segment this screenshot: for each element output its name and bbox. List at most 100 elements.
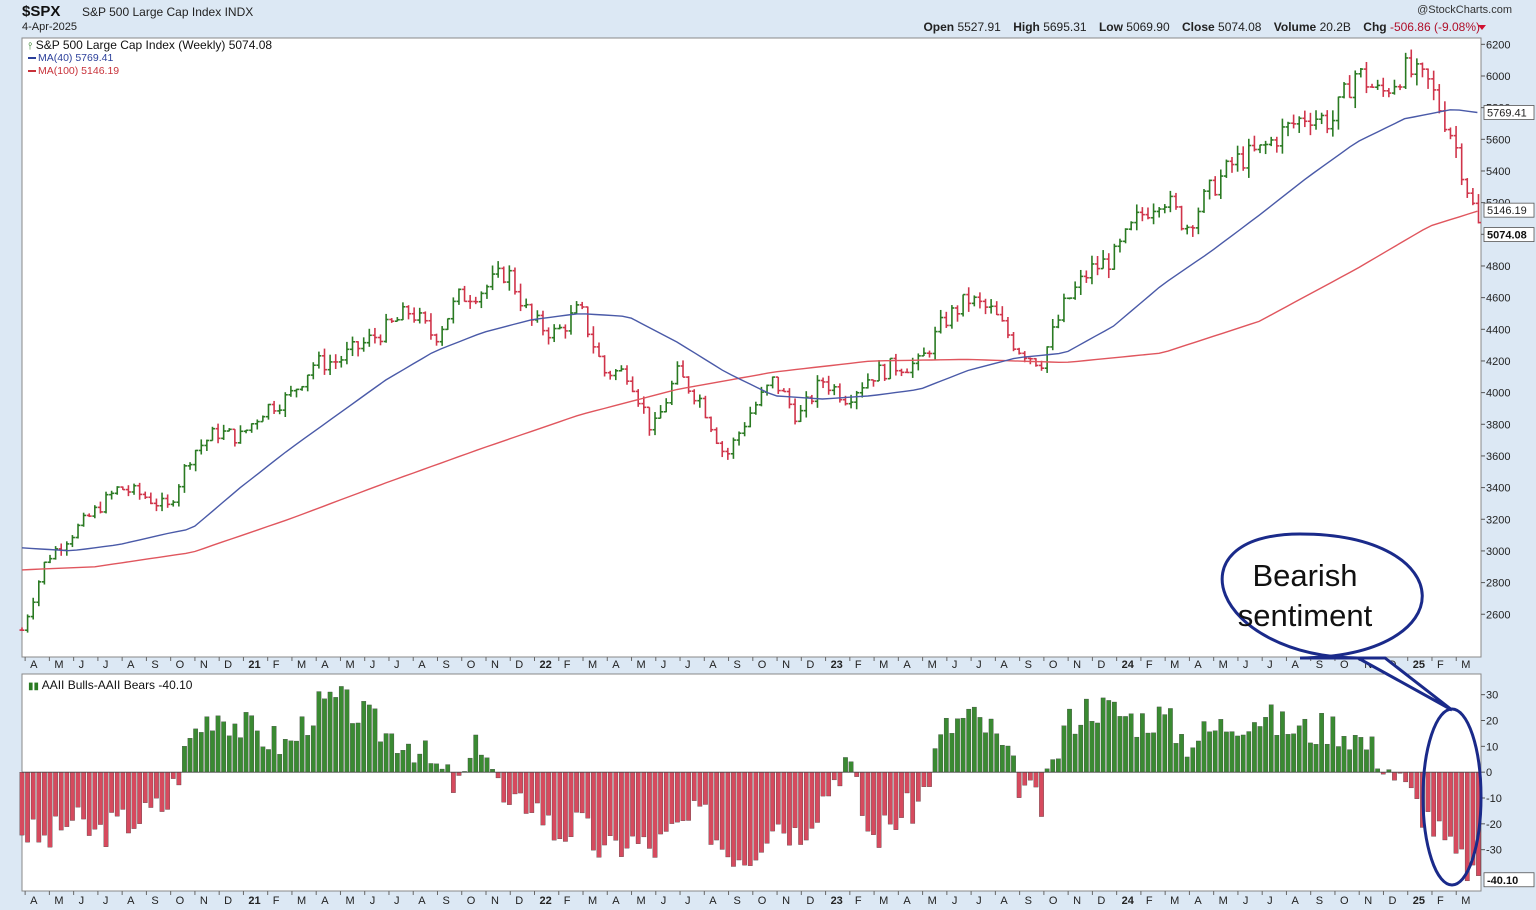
- ohlc-bar: [1123, 228, 1129, 244]
- aaii-bar: [406, 743, 411, 773]
- aaii-bar: [355, 722, 361, 773]
- ohlc-bar: [445, 317, 451, 331]
- aaii-bar: [1280, 711, 1285, 773]
- histogram-legend-icon: ▮▮: [28, 681, 40, 692]
- aaii-bar: [988, 718, 994, 773]
- legend-ma100-text: MA(100) 5146.19: [38, 65, 120, 77]
- aaii-bar: [848, 761, 854, 773]
- aaii-bar: [1453, 772, 1459, 854]
- aaii-bar: [876, 772, 882, 848]
- aaii-month-label: S: [1316, 895, 1323, 907]
- ohlc-bar: [921, 347, 927, 357]
- aaii-bar: [619, 772, 624, 857]
- aaii-month-label: S: [442, 895, 449, 907]
- aaii-bar: [641, 772, 647, 838]
- aaii-bar: [966, 708, 972, 773]
- ohlc-bar: [1184, 224, 1190, 235]
- price-month-label: M: [588, 659, 597, 671]
- aaii-bar: [400, 750, 406, 773]
- ohlc-bar: [1089, 255, 1095, 285]
- legend-aaii-text: AAII Bulls-AAII Bears -40.10: [41, 678, 193, 692]
- ohlc-bar: [938, 309, 944, 334]
- price-tick-label: 3400: [1486, 483, 1510, 495]
- aaii-bar: [551, 772, 557, 841]
- aaii-bar: [831, 772, 837, 781]
- aaii-bar: [1252, 722, 1257, 773]
- ohlc-bar: [1397, 84, 1403, 91]
- ohlc-bar: [114, 486, 120, 495]
- ohlc-bar: [624, 365, 630, 385]
- ohlc-bar: [674, 361, 680, 385]
- aaii-month-label: A: [1291, 895, 1299, 907]
- aaii-month-label: F: [1437, 895, 1444, 907]
- ohlc-bar: [781, 388, 787, 393]
- low-value: 5069.90: [1126, 20, 1170, 34]
- ohlc-bar: [153, 498, 159, 512]
- ohlc-bar: [876, 360, 882, 382]
- aaii-bar: [417, 753, 423, 773]
- aaii-tick-label: 10: [1486, 741, 1498, 753]
- aaii-month-label: M: [297, 895, 306, 907]
- aaii-bar: [1324, 743, 1330, 773]
- ohlc-bar: [406, 305, 412, 320]
- aaii-value-tag-text: -40.10: [1487, 875, 1518, 887]
- aaii-bar: [361, 701, 367, 773]
- aaii-bar: [1140, 713, 1145, 773]
- aaii-bar: [1095, 722, 1100, 773]
- ohlc-bar: [1386, 88, 1392, 98]
- ohlc-bar: [590, 326, 596, 354]
- ohlc-bar: [1195, 207, 1201, 235]
- volume-value: 20.2B: [1319, 20, 1351, 34]
- ohlc-bar: [557, 324, 563, 330]
- ohlc-bar: [1324, 110, 1330, 134]
- ohlc-bar: [249, 422, 255, 433]
- ohlc-bar: [607, 370, 613, 380]
- aaii-bar: [1084, 698, 1089, 773]
- ohlc-bar: [501, 266, 507, 284]
- aaii-month-label: O: [1340, 895, 1349, 907]
- price-month-label: S: [1025, 659, 1032, 671]
- aaii-month-label: M: [54, 895, 63, 907]
- ohlc-bar: [540, 310, 546, 336]
- ohlc-bar: [1167, 190, 1173, 213]
- aaii-bar: [182, 746, 187, 773]
- aaii-bar: [759, 772, 764, 853]
- price-month-label: F: [273, 659, 280, 671]
- ohlc-bar: [904, 368, 910, 374]
- ohlc-bar: [75, 523, 81, 539]
- aaii-bar: [1464, 772, 1470, 882]
- ohlc-bar: [1380, 77, 1386, 97]
- ohlc-bar: [1352, 70, 1358, 109]
- aaii-bar: [198, 732, 204, 773]
- aaii-month-label: F: [564, 895, 571, 907]
- aaii-bar: [714, 772, 719, 841]
- ohlc-bar: [159, 492, 165, 512]
- ohlc-bar: [523, 298, 529, 309]
- ohlc-bar: [1134, 204, 1140, 231]
- aaii-bar: [266, 749, 271, 773]
- ohlc-bar: [1240, 146, 1246, 171]
- aaii-bar: [787, 772, 792, 846]
- aaii-bar: [563, 772, 568, 842]
- aaii-bar: [1364, 749, 1369, 773]
- ohlc-bar: [708, 416, 714, 433]
- aaii-bar: [1285, 734, 1291, 773]
- aaii-bar: [25, 772, 30, 843]
- aaii-bar: [882, 772, 888, 816]
- ohlc-bar: [187, 462, 193, 470]
- aaii-bar: [389, 733, 395, 773]
- aaii-bar: [305, 735, 311, 773]
- aaii-bar: [1033, 772, 1039, 788]
- aaii-bar: [1145, 732, 1151, 773]
- ohlc-bar: [1156, 207, 1162, 218]
- aaii-bar: [120, 772, 126, 810]
- ohlc-bar: [293, 388, 299, 398]
- aaii-month-label: J: [1267, 895, 1273, 907]
- ohlc-bar: [641, 396, 647, 414]
- aaii-bar: [1442, 772, 1448, 841]
- ohlc-bar: [310, 362, 316, 380]
- ohlc-bar: [1335, 96, 1341, 130]
- aaii-month-label: D: [224, 895, 232, 907]
- callout-line-2: sentiment: [1237, 598, 1373, 633]
- aaii-bar: [1392, 772, 1397, 781]
